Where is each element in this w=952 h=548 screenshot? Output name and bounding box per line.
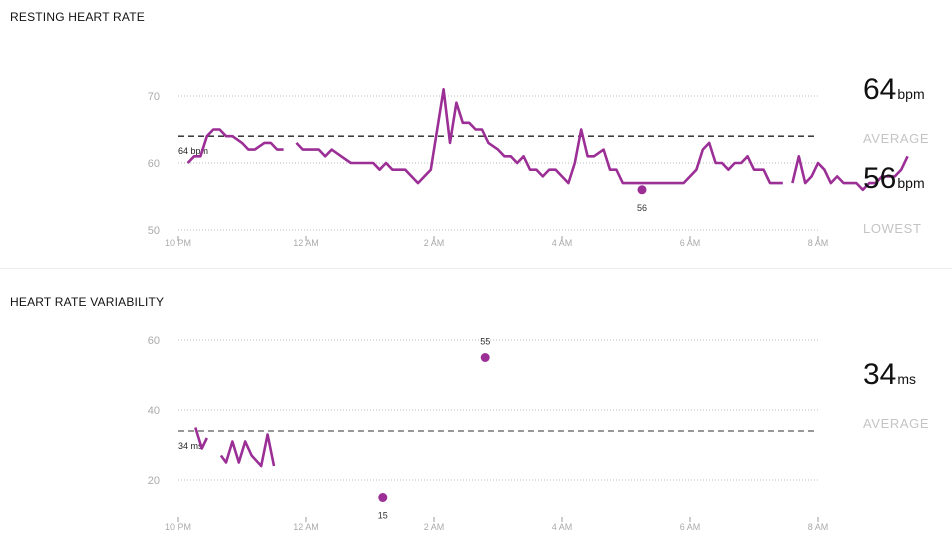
rhr-chart: 70 60 50 10 PM 12 AM 2 AM 4 AM 6 AM 8 AM 64 bpm 56 [148, 88, 909, 248]
x-tick-label: 4 AM [552, 238, 573, 248]
highest-label: 55 [480, 337, 490, 347]
x-tick-label: 6 AM [680, 522, 701, 532]
rhr-title: RESTING HEART RATE [10, 10, 145, 24]
y-tick-label: 60 [148, 158, 160, 170]
x-tick-label: 10 PM [165, 238, 191, 248]
x-tick-label: 10 PM [165, 522, 191, 532]
rhr-average-value: 64bpm [863, 73, 925, 106]
x-tick-label: 8 AM [808, 238, 829, 248]
data-line [295, 88, 783, 185]
hrv-average-value: 34ms [863, 358, 917, 391]
rhr-lowest-label: LOWEST [863, 221, 922, 236]
data-line [194, 427, 208, 450]
y-tick-label: 20 [148, 475, 160, 487]
y-tick-label: 40 [148, 405, 160, 417]
x-tick-label: 8 AM [808, 522, 829, 532]
x-tick-label: 4 AM [552, 522, 573, 532]
hrv-average-label: AVERAGE [863, 416, 930, 431]
hrv-title: HEART RATE VARIABILITY [10, 295, 165, 309]
lowest-label: 15 [378, 511, 388, 521]
x-tick-label: 12 AM [293, 522, 319, 532]
section-divider [0, 268, 952, 269]
hrv-chart: 60 40 20 10 PM 12 AM 2 AM 4 AM 6 AM 8 AM 34 ms 15 5… [148, 335, 829, 532]
x-tick-label: 12 AM [293, 238, 319, 248]
x-tick-label: 6 AM [680, 238, 701, 248]
rhr-average-label: AVERAGE [863, 131, 930, 146]
y-tick-label: 70 [148, 91, 160, 103]
y-tick-label: 50 [148, 225, 160, 237]
x-tick-label: 2 AM [424, 238, 445, 248]
y-tick-label: 60 [148, 335, 160, 347]
average-label: 64 bpm [178, 146, 208, 156]
highest-marker [480, 353, 490, 362]
rhr-lowest-value: 56bpm [863, 162, 925, 195]
data-line [186, 128, 284, 164]
lowest-marker [637, 185, 647, 195]
lowest-label: 56 [637, 203, 647, 213]
average-label: 34 ms [178, 441, 203, 451]
lowest-marker [378, 493, 388, 502]
x-tick-label: 2 AM [424, 522, 445, 532]
data-line [219, 433, 276, 468]
data-line [791, 155, 909, 192]
